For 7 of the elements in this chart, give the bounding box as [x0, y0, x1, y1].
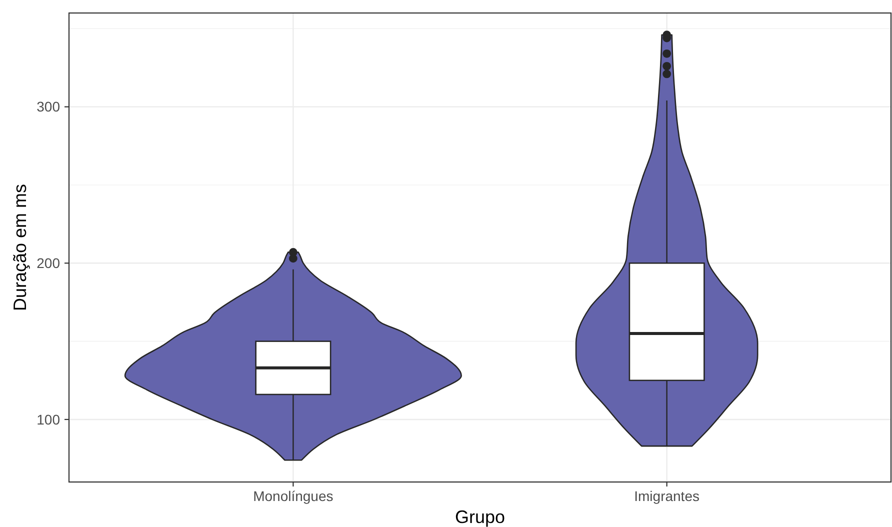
x-axis-title: Grupo [454, 507, 506, 527]
x-tick-label: Monolíngues [253, 488, 334, 504]
x-tick-label: Imigrantes [634, 488, 700, 504]
y-tick-label: 100 [36, 411, 60, 428]
y-tick-label: 200 [36, 255, 60, 272]
y-axis-title: Duração em ms [10, 184, 30, 312]
y-tick-label: 300 [36, 98, 60, 115]
